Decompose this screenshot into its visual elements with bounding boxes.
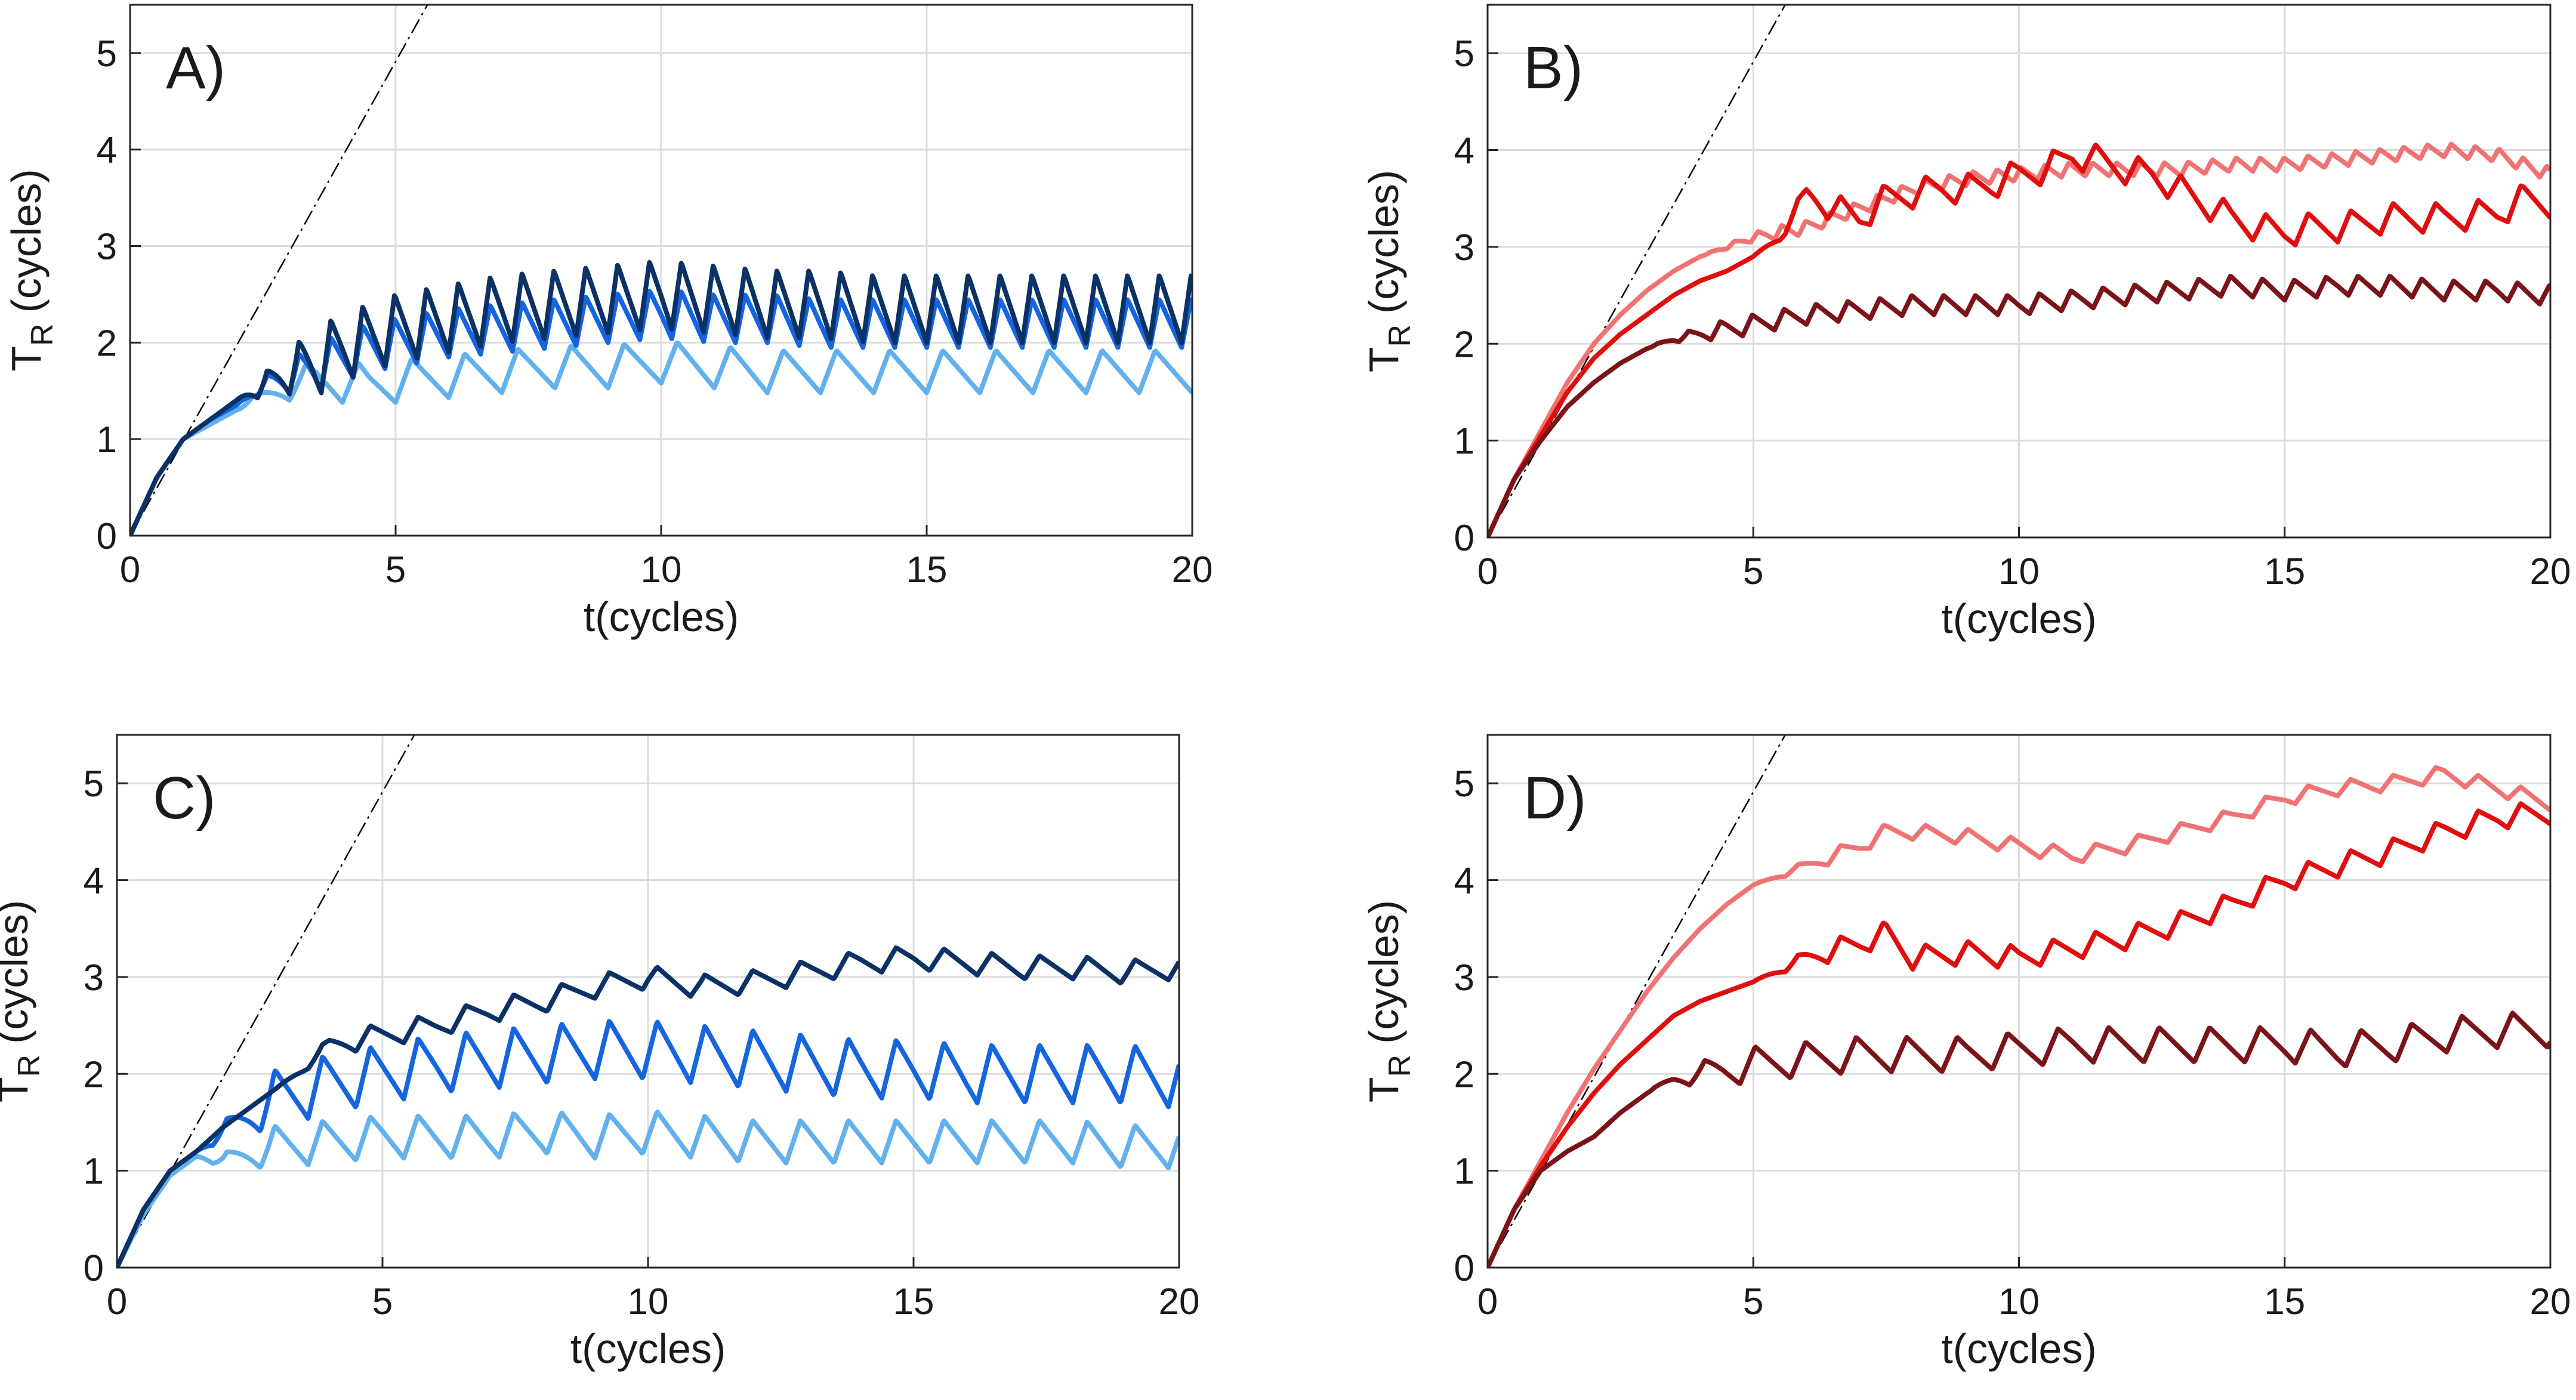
reference-line-a	[130, 5, 428, 536]
y-tick-label-d-2: 2	[1454, 1054, 1474, 1095]
series-line-c-light	[117, 1110, 1179, 1268]
y-tick-label-b-3: 3	[1454, 227, 1474, 268]
y-axis-label-d: TR (cycles)	[1361, 900, 1417, 1102]
y-axis-label-b: TR (cycles)	[1361, 170, 1417, 372]
y-tick-label-b-5: 5	[1454, 33, 1474, 75]
panel-label-c: C)	[153, 765, 216, 832]
y-axis-label-units-c: (cycles)	[0, 900, 36, 1044]
y-tick-label-c-1: 1	[84, 1151, 104, 1192]
y-tick-label-a-4: 4	[97, 130, 117, 171]
y-axis-label-main-a: T	[3, 346, 50, 372]
x-tick-label-b-4: 20	[2530, 551, 2571, 592]
y-tick-label-d-4: 4	[1454, 861, 1474, 902]
x-tick-label-b-0: 0	[1477, 551, 1498, 592]
panel-label-a: A)	[166, 35, 226, 101]
y-axis-label-main-b: T	[1361, 347, 1407, 372]
x-tick-label-a-1: 5	[385, 549, 406, 591]
x-tick-label-d-2: 10	[1998, 1281, 2040, 1322]
y-axis-label-sub-b: R	[1383, 324, 1417, 347]
x-axis-label-c: t(cycles)	[570, 1325, 726, 1372]
panel-a: 0 5 10 15 20 0 1 2 3 4 5 A) t(cycles) TR (cycles)	[3, 4, 1213, 640]
x-tick-label-b-2: 10	[1998, 551, 2040, 592]
x-tick-label-c-3: 15	[893, 1281, 934, 1322]
series-line-a-medium	[130, 289, 1192, 536]
series-line-b-dark	[1488, 274, 2550, 537]
reference-line-d	[1488, 735, 1786, 1268]
reference-line-c	[117, 735, 415, 1268]
y-tick-label-c-3: 3	[84, 957, 104, 999]
series-line-c-medium	[117, 1019, 1179, 1268]
y-tick-label-c-4: 4	[84, 861, 104, 902]
x-tick-label-d-3: 15	[2264, 1281, 2305, 1322]
series-line-d-medium	[1488, 801, 2550, 1268]
y-axis-label-sub-d: R	[1383, 1055, 1417, 1077]
panel-label-d: D)	[1523, 765, 1587, 832]
y-tick-label-b-2: 2	[1454, 324, 1474, 365]
y-tick-label-d-0: 0	[1454, 1248, 1474, 1289]
y-tick-label-a-5: 5	[97, 33, 117, 75]
x-tick-label-d-4: 20	[2530, 1281, 2571, 1322]
series-line-d-dark	[1488, 1010, 2550, 1268]
panel-c: 0 5 10 15 20 0 1 2 3 4 5 C) t(cycles) TR (cycles)	[0, 734, 1200, 1372]
x-tick-label-a-2: 10	[641, 549, 682, 591]
x-tick-label-c-1: 5	[372, 1281, 393, 1322]
y-axis-label-sub-c: R	[12, 1055, 47, 1077]
y-tick-label-b-0: 0	[1454, 518, 1474, 559]
y-axis-label-units-a: (cycles)	[3, 169, 50, 313]
x-axis-label-a: t(cycles)	[584, 594, 739, 640]
series-line-b-medium	[1488, 142, 2550, 537]
y-axis-label-main-c: T	[0, 1077, 36, 1102]
y-axis-label-sub-a: R	[25, 323, 60, 346]
x-tick-label-b-3: 15	[2264, 551, 2305, 592]
y-tick-label-d-3: 3	[1454, 957, 1474, 999]
series-line-d-light	[1488, 765, 2550, 1268]
panel-d: 0 5 10 15 20 0 1 2 3 4 5 D) t(cycles) TR (cycles)	[1361, 734, 2571, 1372]
x-tick-label-d-1: 5	[1743, 1281, 1763, 1322]
series-line-c-dark	[117, 945, 1179, 1268]
y-tick-label-a-1: 1	[97, 419, 117, 461]
y-tick-label-a-2: 2	[97, 323, 117, 364]
y-tick-label-c-5: 5	[84, 764, 104, 805]
reference-line-b	[1488, 5, 1786, 537]
y-axis-label-a: TR (cycles)	[3, 169, 60, 371]
series-line-a-dark	[130, 260, 1192, 536]
x-tick-label-a-4: 20	[1172, 549, 1213, 591]
x-tick-label-a-0: 0	[120, 549, 140, 591]
y-tick-label-c-0: 0	[84, 1248, 104, 1289]
x-tick-label-a-3: 15	[906, 549, 948, 591]
x-tick-label-b-1: 5	[1743, 551, 1763, 592]
y-tick-label-a-0: 0	[97, 516, 117, 557]
y-axis-label-c: TR (cycles)	[0, 900, 47, 1102]
x-tick-label-c-0: 0	[107, 1281, 127, 1322]
y-tick-label-b-1: 1	[1454, 421, 1474, 462]
y-axis-label-main-d: T	[1361, 1077, 1407, 1102]
x-axis-label-d: t(cycles)	[1941, 1325, 2097, 1372]
y-tick-label-b-4: 4	[1454, 131, 1474, 172]
panel-b: 0 5 10 15 20 0 1 2 3 4 5 B) t(cycles) TR (cycles)	[1361, 4, 2571, 642]
y-tick-label-a-3: 3	[97, 227, 117, 268]
x-tick-label-c-2: 10	[628, 1281, 669, 1322]
x-axis-label-b: t(cycles)	[1941, 595, 2097, 642]
y-tick-label-d-1: 1	[1454, 1151, 1474, 1192]
y-tick-label-d-5: 5	[1454, 764, 1474, 805]
x-tick-label-d-0: 0	[1477, 1281, 1498, 1322]
y-axis-label-units-d: (cycles)	[1361, 900, 1407, 1044]
x-tick-label-c-4: 20	[1159, 1281, 1200, 1322]
panel-label-b: B)	[1523, 35, 1583, 101]
y-tick-label-c-2: 2	[84, 1054, 104, 1095]
y-axis-label-units-b: (cycles)	[1361, 170, 1407, 314]
